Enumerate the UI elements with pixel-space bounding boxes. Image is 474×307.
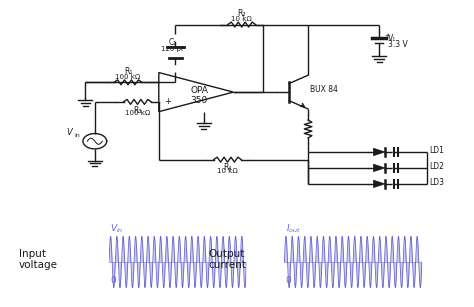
Text: LD3: LD3 [429, 178, 444, 187]
Text: LD1: LD1 [429, 146, 444, 155]
Text: +: + [384, 33, 390, 39]
Text: 120 pF: 120 pF [161, 46, 185, 52]
Text: OPA: OPA [190, 86, 208, 95]
Text: 3.3 V: 3.3 V [388, 40, 408, 49]
Text: C₁: C₁ [169, 38, 177, 47]
Text: 0: 0 [286, 276, 292, 285]
Text: R₃: R₃ [133, 106, 142, 115]
Text: 10 kΩ: 10 kΩ [231, 16, 252, 22]
Polygon shape [374, 148, 385, 156]
Text: R₄: R₄ [223, 163, 232, 172]
Text: 350: 350 [191, 96, 208, 105]
Text: 10 kΩ: 10 kΩ [217, 168, 238, 174]
Text: +: + [164, 97, 172, 106]
Text: Input
voltage: Input voltage [19, 249, 58, 270]
Text: 100 kΩ: 100 kΩ [125, 110, 150, 116]
Text: BUX 84: BUX 84 [310, 84, 338, 94]
Text: R₁: R₁ [124, 67, 132, 76]
Text: 0: 0 [110, 276, 116, 285]
Text: R₂: R₂ [237, 9, 246, 18]
Text: in: in [74, 133, 80, 138]
Text: V₁: V₁ [388, 34, 396, 43]
Text: $V_{in}$: $V_{in}$ [110, 222, 124, 235]
Polygon shape [374, 164, 385, 172]
Text: V: V [66, 127, 72, 137]
Text: $I_{out}$: $I_{out}$ [286, 222, 301, 235]
Polygon shape [374, 180, 385, 188]
Text: 100 kΩ: 100 kΩ [115, 74, 141, 80]
Text: LD2: LD2 [429, 162, 444, 171]
Text: −: − [164, 79, 172, 87]
Text: Output
current: Output current [209, 249, 246, 270]
